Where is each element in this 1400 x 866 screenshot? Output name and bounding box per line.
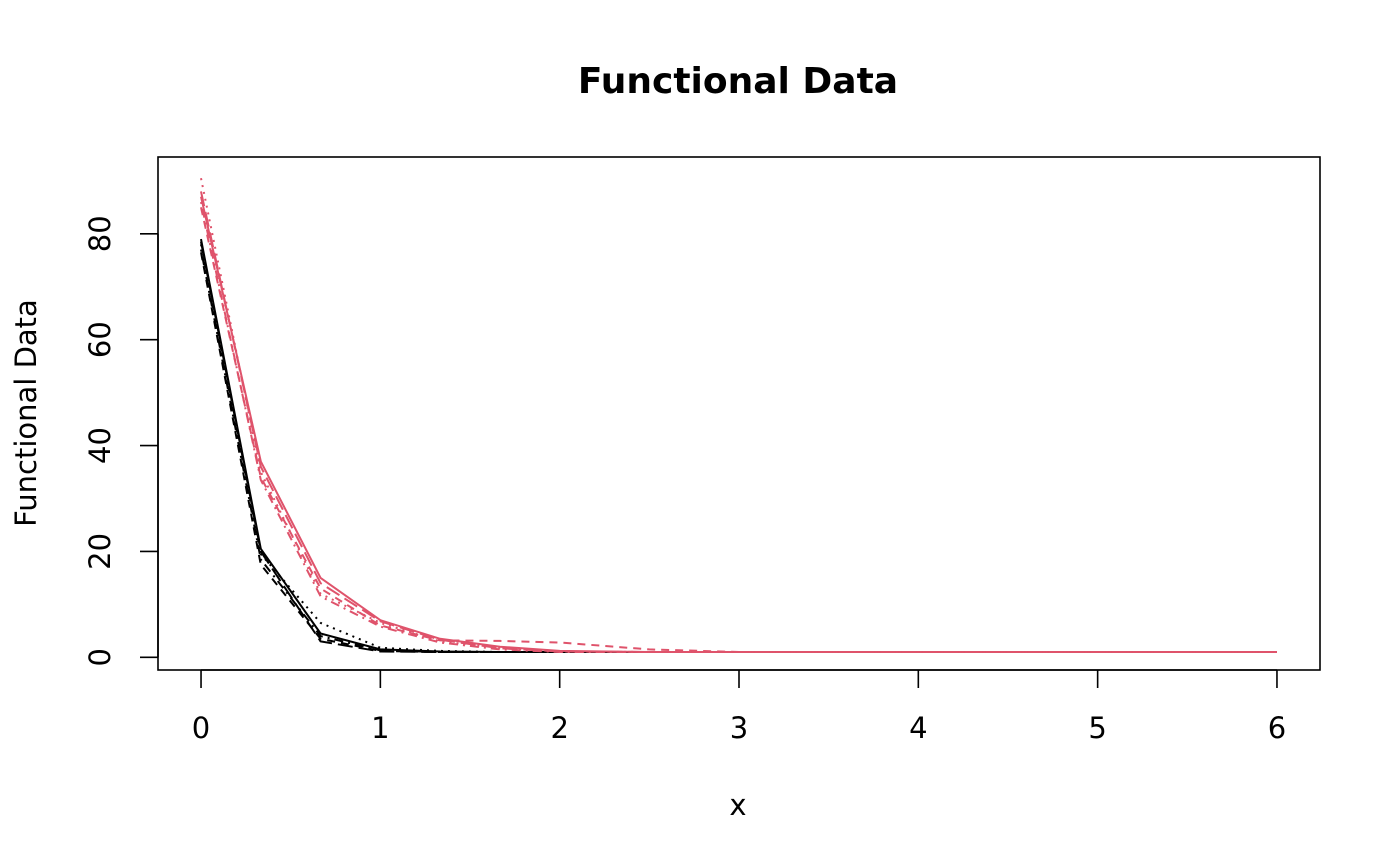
x-tick-label: 6 xyxy=(1268,711,1286,745)
y-axis: 0 20 40 60 80 xyxy=(83,215,159,667)
series-line-6 xyxy=(200,196,1277,653)
series-line-7 xyxy=(200,207,1277,653)
x-axis: 0 1 2 3 4 5 6 xyxy=(192,669,1286,745)
series-line-10 xyxy=(200,191,1277,653)
series-line-3 xyxy=(200,244,1277,653)
series-line-5 xyxy=(200,241,1277,653)
y-tick-label: 0 xyxy=(83,648,117,666)
x-axis-label: x xyxy=(729,788,746,822)
series-line-8 xyxy=(200,178,1277,653)
series-line-9 xyxy=(200,201,1277,653)
chart-title: Functional Data xyxy=(578,61,898,102)
y-tick-label: 40 xyxy=(83,427,117,464)
series-layer xyxy=(200,178,1277,653)
x-tick-label: 1 xyxy=(371,711,389,745)
x-tick-label: 5 xyxy=(1088,711,1106,745)
y-axis-label: Functional Data xyxy=(9,299,43,527)
series-line-1 xyxy=(200,238,1277,653)
x-tick-label: 4 xyxy=(909,711,927,745)
x-tick-label: 0 xyxy=(192,711,210,745)
plot-area xyxy=(157,156,1321,671)
series-line-2 xyxy=(200,252,1277,653)
x-tick-label: 2 xyxy=(550,711,568,745)
y-tick-label: 20 xyxy=(83,533,117,570)
y-tick-label: 60 xyxy=(83,321,117,358)
y-tick-label: 80 xyxy=(83,215,117,252)
series-line-4 xyxy=(200,249,1277,653)
x-tick-label: 3 xyxy=(730,711,748,745)
